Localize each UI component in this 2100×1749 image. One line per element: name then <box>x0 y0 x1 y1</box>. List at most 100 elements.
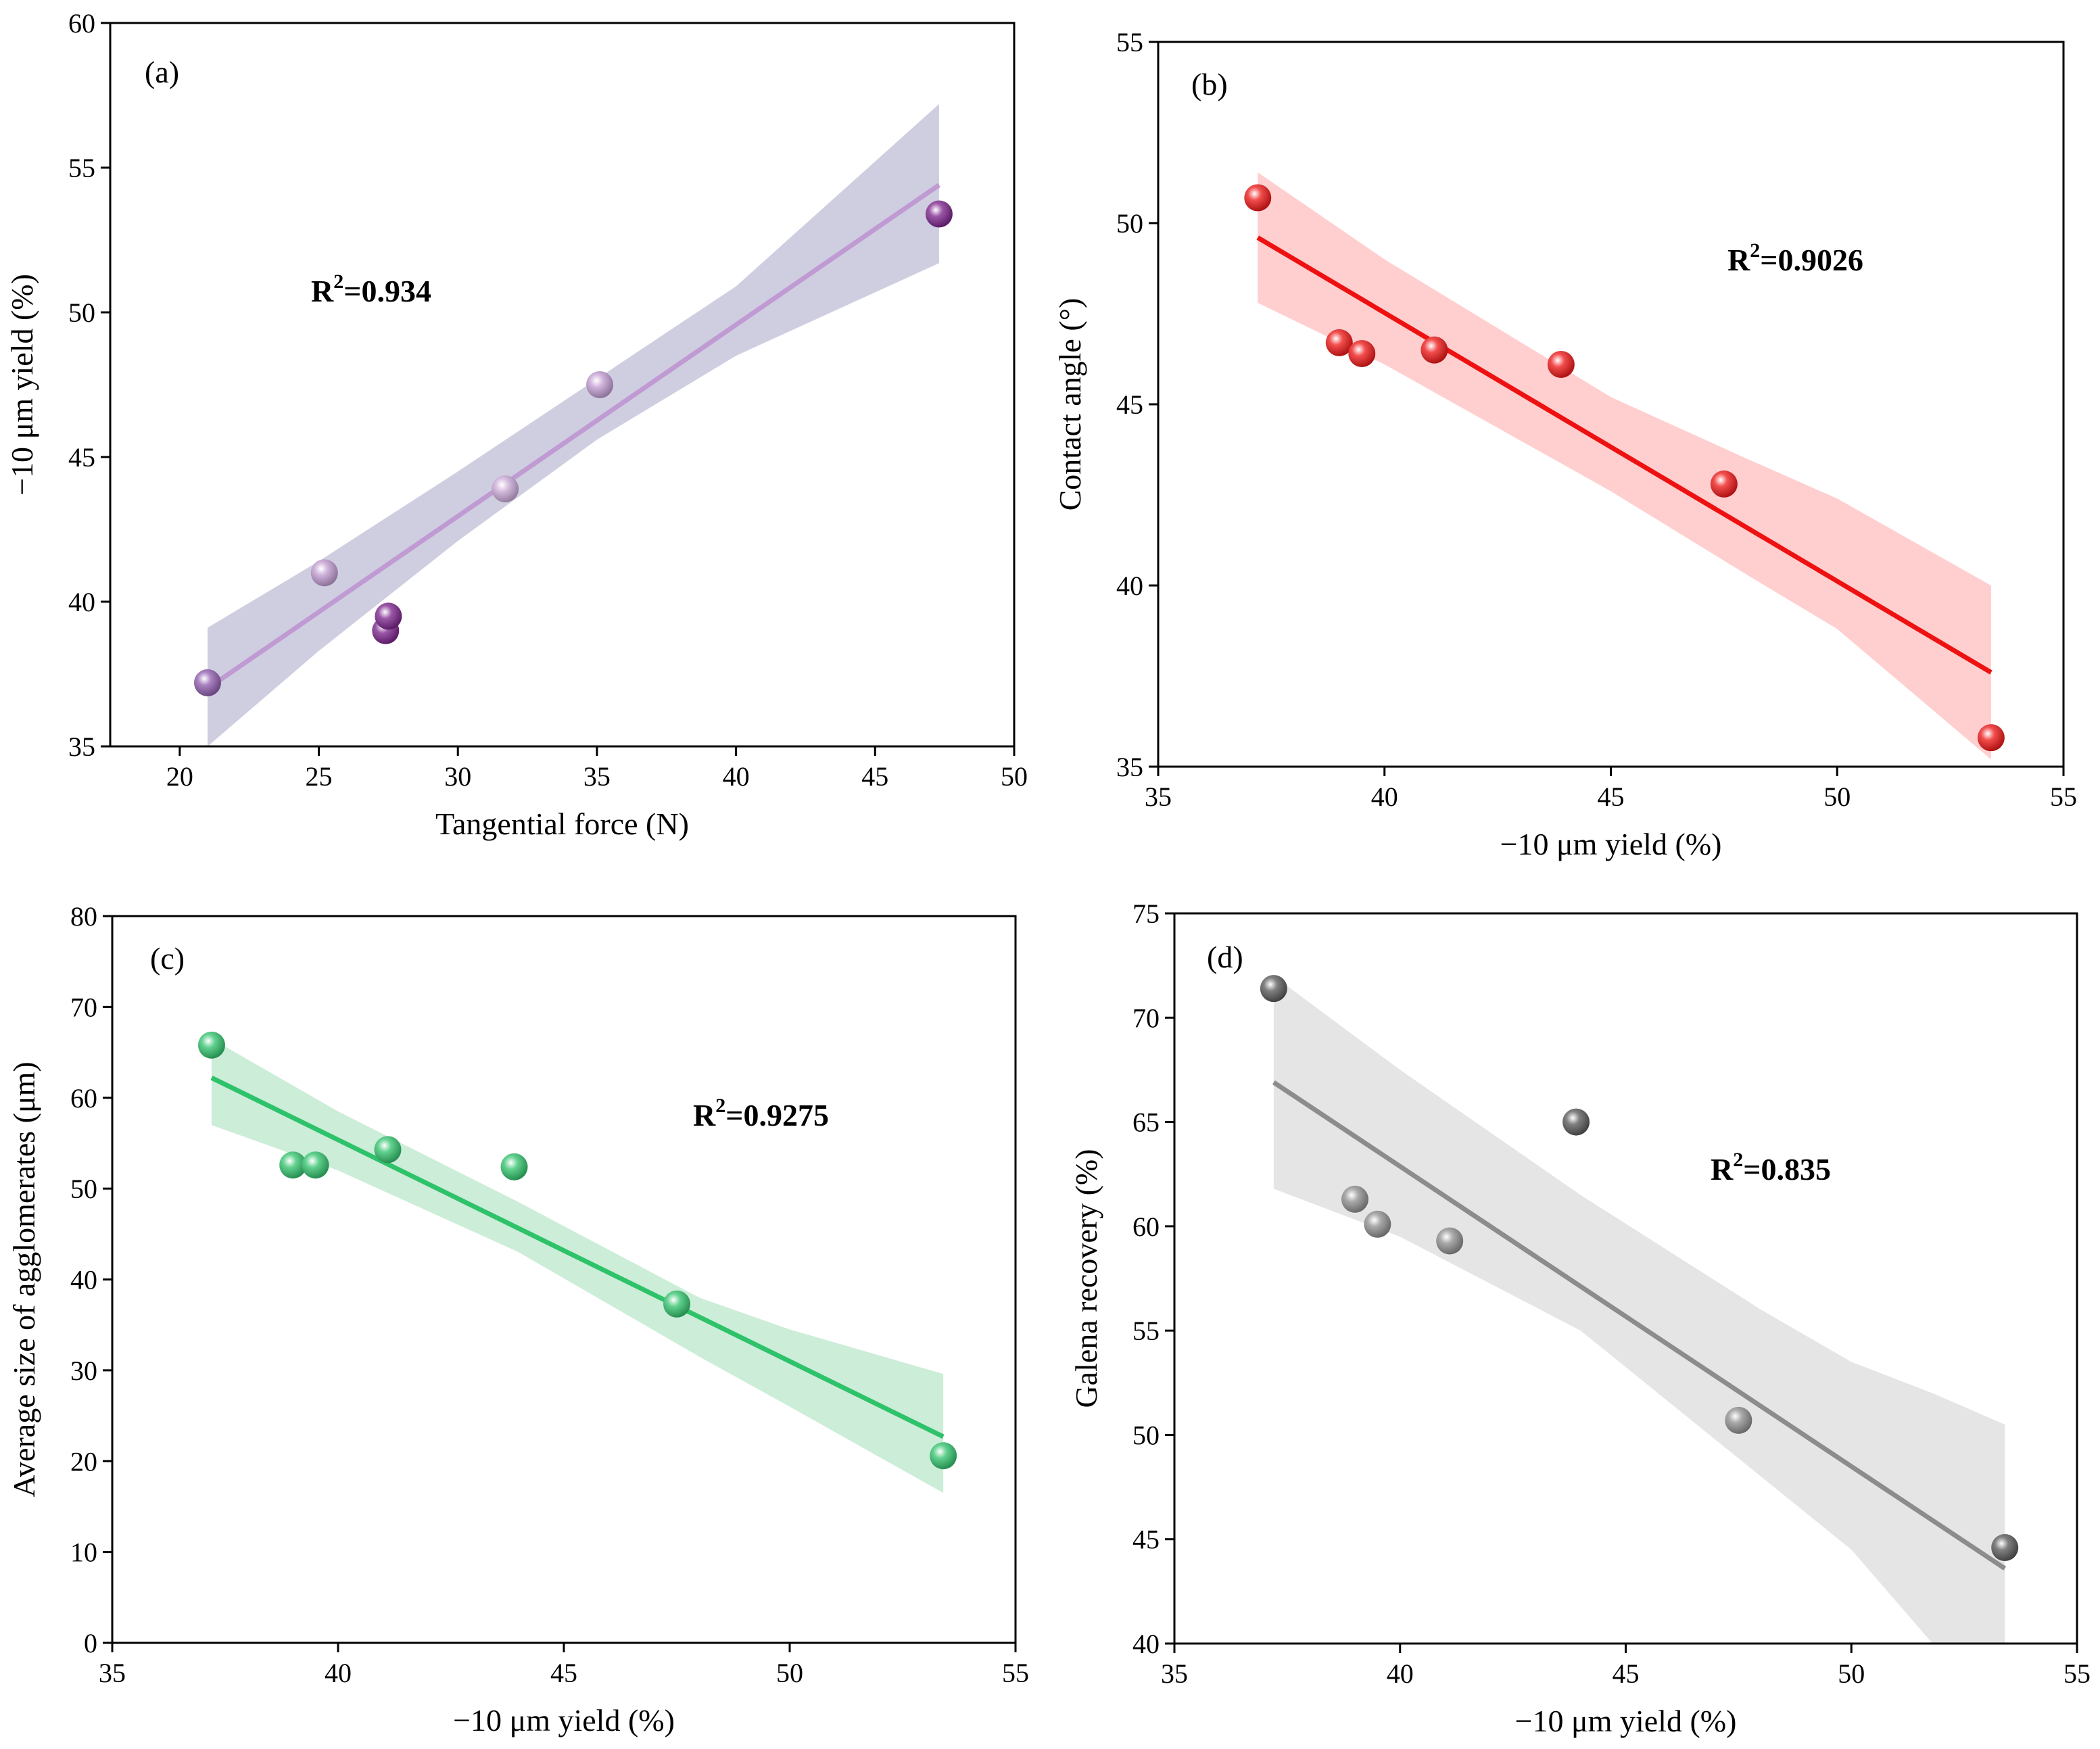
y-axis-title: Average size of agglomerates (μm) <box>7 1061 41 1498</box>
panel-label: (d) <box>1207 940 1243 974</box>
data-point <box>1562 1108 1590 1136</box>
y-tick-label: 50 <box>68 297 95 328</box>
data-point <box>197 1031 225 1059</box>
y-tick-label: 55 <box>1116 27 1143 57</box>
y-tick-label: 35 <box>68 732 95 762</box>
data-point <box>925 200 953 228</box>
y-tick-label: 45 <box>68 442 95 473</box>
x-tick-label: 45 <box>861 761 888 792</box>
data-point <box>1725 1406 1752 1434</box>
plot-frame <box>109 22 1016 748</box>
x-tick-label: 25 <box>306 761 333 792</box>
x-tick-label: 40 <box>1371 782 1398 812</box>
confidence-band <box>1258 172 1991 760</box>
r-squared-annotation: R2=0.934 <box>311 270 431 308</box>
y-tick-label: 40 <box>68 587 95 617</box>
data-point <box>663 1290 690 1318</box>
y-tick-label: 55 <box>1132 1316 1160 1346</box>
y-tick-label: 45 <box>1132 1525 1160 1555</box>
data-point <box>375 602 402 630</box>
r-squared-annotation: R2=0.835 <box>1711 1149 1831 1187</box>
x-axis-title: −10 μm yield (%) <box>453 1703 675 1738</box>
x-tick-label: 50 <box>1001 761 1028 792</box>
confidence-band <box>207 103 939 747</box>
x-axis-title: Tangential force (N) <box>435 807 689 841</box>
panel-label: (b) <box>1191 67 1228 101</box>
data-point <box>586 371 614 398</box>
y-axis-title: Galena recovery (%) <box>1069 1149 1103 1408</box>
data-point <box>1325 329 1353 356</box>
data-point <box>1991 1534 2019 1562</box>
x-tick-label: 35 <box>99 1658 126 1688</box>
x-tick-label: 50 <box>1823 782 1851 812</box>
confidence-band <box>1273 976 2005 1644</box>
data-point <box>1977 724 2005 752</box>
x-tick-label: 50 <box>1838 1658 1865 1689</box>
x-tick-label: 35 <box>1145 782 1172 812</box>
data-point <box>1260 975 1287 1003</box>
x-tick-label: 20 <box>166 761 193 792</box>
data-point <box>1547 351 1575 379</box>
data-point <box>374 1136 402 1164</box>
y-tick-label: 60 <box>70 1083 97 1113</box>
data-point <box>193 669 221 696</box>
data-point <box>302 1151 329 1179</box>
r-squared-annotation: R2=0.9026 <box>1727 239 1863 277</box>
x-tick-label: 40 <box>325 1658 352 1688</box>
fit-line <box>210 1076 945 1439</box>
data-point <box>930 1442 957 1470</box>
x-tick-label: 40 <box>723 761 750 792</box>
x-tick-label: 55 <box>2050 782 2077 812</box>
x-tick-label: 35 <box>1161 1658 1188 1689</box>
x-tick-label: 45 <box>1598 782 1625 812</box>
data-point <box>1244 184 1272 212</box>
data-point <box>500 1153 528 1180</box>
x-tick-label: 40 <box>1387 1658 1414 1689</box>
chart-panel-a: 20 25 30 35 40 45 50 35 40 45 50 55 60 Tangential for… <box>5 8 1028 841</box>
x-tick-label: 50 <box>776 1658 803 1688</box>
data-point <box>279 1151 307 1179</box>
data-point <box>1421 336 1448 364</box>
chart-panel-c: 35 40 45 50 55 0 10 20 30 40 50 60 70 80 −10 μm yield … <box>7 901 1029 1738</box>
y-tick-label: 40 <box>1132 1629 1160 1659</box>
fit-line <box>1256 235 1992 675</box>
fit-line <box>1272 1080 2007 1571</box>
y-tick-label: 80 <box>70 901 97 932</box>
x-tick-label: 35 <box>583 761 611 792</box>
x-axis-title: −10 μm yield (%) <box>1500 827 1722 861</box>
x-tick-label: 55 <box>2063 1658 2091 1689</box>
x-tick-label: 30 <box>444 761 471 792</box>
data-point <box>1341 1185 1368 1213</box>
panel-label: (c) <box>150 941 185 976</box>
r-squared-annotation: R2=0.9275 <box>693 1095 829 1132</box>
data-point <box>1348 339 1376 367</box>
y-tick-label: 10 <box>70 1537 97 1568</box>
data-point <box>492 475 519 503</box>
data-point <box>1364 1210 1391 1238</box>
y-tick-label: 75 <box>1132 899 1160 929</box>
y-tick-label: 30 <box>70 1356 97 1386</box>
data-point <box>310 559 338 587</box>
y-tick-label: 70 <box>70 992 97 1022</box>
fit-line <box>206 183 940 691</box>
y-axis-title: Contact angle (°) <box>1053 298 1087 511</box>
data-point <box>1436 1227 1464 1255</box>
y-tick-label: 70 <box>1132 1003 1160 1033</box>
y-tick-label: 60 <box>1132 1212 1160 1242</box>
y-axis-title: −10 μm yield (%) <box>5 274 39 496</box>
y-tick-label: 50 <box>1116 208 1143 239</box>
y-tick-label: 50 <box>1132 1420 1160 1450</box>
chart-panel-b: 35 40 45 50 55 35 40 45 50 55 −10 μm yield (%) Cont… <box>1053 27 2077 861</box>
x-tick-label: 45 <box>1613 1658 1640 1689</box>
y-tick-label: 0 <box>84 1628 97 1658</box>
y-tick-label: 50 <box>70 1174 97 1204</box>
x-tick-label: 45 <box>550 1658 577 1688</box>
y-tick-label: 35 <box>1116 752 1143 782</box>
y-tick-label: 40 <box>1116 571 1143 601</box>
x-tick-label: 55 <box>1002 1658 1029 1688</box>
y-tick-label: 55 <box>68 153 95 183</box>
panel-label: (a) <box>145 55 179 89</box>
y-tick-label: 20 <box>70 1446 97 1477</box>
